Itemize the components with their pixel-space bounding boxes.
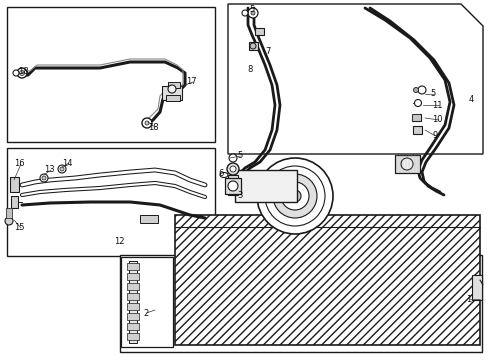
- Bar: [168, 82, 180, 88]
- Bar: [11, 196, 18, 208]
- Bar: [140, 215, 158, 223]
- Circle shape: [230, 166, 236, 172]
- Bar: [127, 313, 139, 320]
- Bar: [127, 283, 139, 290]
- Bar: [10, 177, 19, 192]
- Circle shape: [415, 99, 421, 107]
- Bar: [120, 255, 482, 352]
- Circle shape: [168, 85, 176, 93]
- Text: 3: 3: [237, 192, 243, 201]
- Bar: [7, 148, 215, 256]
- Bar: [127, 333, 139, 340]
- Text: 5: 5: [237, 152, 242, 161]
- Circle shape: [60, 167, 64, 171]
- Circle shape: [281, 182, 309, 210]
- Bar: [255, 28, 264, 35]
- Bar: [6, 208, 12, 218]
- Circle shape: [145, 121, 149, 125]
- Bar: [166, 95, 180, 101]
- Text: 1: 1: [466, 294, 471, 303]
- Bar: [175, 215, 480, 345]
- Circle shape: [273, 174, 317, 218]
- Circle shape: [250, 43, 256, 49]
- Circle shape: [228, 181, 238, 191]
- Circle shape: [17, 68, 27, 78]
- Text: 18: 18: [18, 68, 28, 77]
- Circle shape: [251, 11, 255, 15]
- Circle shape: [418, 86, 426, 94]
- Text: 17: 17: [186, 77, 196, 86]
- Bar: [127, 273, 139, 280]
- Bar: [127, 323, 139, 330]
- Circle shape: [229, 154, 237, 162]
- Polygon shape: [228, 4, 483, 154]
- Bar: [225, 178, 241, 194]
- Ellipse shape: [220, 172, 228, 177]
- Text: 11: 11: [432, 100, 442, 109]
- Bar: [412, 114, 421, 121]
- Circle shape: [40, 174, 48, 182]
- Bar: [127, 293, 139, 300]
- Text: 15: 15: [14, 224, 24, 233]
- Bar: [127, 263, 139, 270]
- Circle shape: [257, 158, 333, 234]
- Text: 7: 7: [265, 48, 270, 57]
- Circle shape: [13, 70, 19, 76]
- Bar: [228, 175, 238, 195]
- Bar: [472, 275, 482, 300]
- Circle shape: [248, 8, 258, 18]
- Text: 4: 4: [469, 95, 474, 104]
- Text: 5: 5: [430, 90, 435, 99]
- Text: 8: 8: [247, 66, 252, 75]
- Circle shape: [414, 87, 418, 93]
- Circle shape: [142, 118, 152, 128]
- Circle shape: [401, 158, 413, 170]
- Text: 5: 5: [249, 5, 254, 14]
- Circle shape: [242, 10, 248, 16]
- Circle shape: [289, 190, 301, 202]
- Text: 2: 2: [143, 309, 148, 318]
- Bar: [235, 170, 297, 202]
- Text: 9: 9: [432, 131, 437, 140]
- Bar: [129, 261, 137, 343]
- Text: 16: 16: [14, 159, 24, 168]
- Text: 18: 18: [148, 122, 159, 131]
- Text: 10: 10: [432, 116, 442, 125]
- Circle shape: [227, 163, 239, 175]
- Circle shape: [58, 165, 66, 173]
- Bar: [413, 126, 422, 134]
- Bar: [127, 303, 139, 310]
- Circle shape: [265, 166, 325, 226]
- Circle shape: [42, 176, 46, 180]
- Bar: [395, 155, 420, 173]
- Bar: [162, 86, 182, 100]
- Bar: [249, 42, 258, 50]
- Bar: [7, 7, 215, 142]
- Text: 12: 12: [114, 238, 124, 247]
- Circle shape: [5, 217, 13, 225]
- Text: 14: 14: [62, 158, 73, 167]
- Text: 6: 6: [218, 168, 223, 177]
- Text: 13: 13: [44, 166, 54, 175]
- Circle shape: [20, 71, 25, 76]
- Bar: [121, 257, 173, 347]
